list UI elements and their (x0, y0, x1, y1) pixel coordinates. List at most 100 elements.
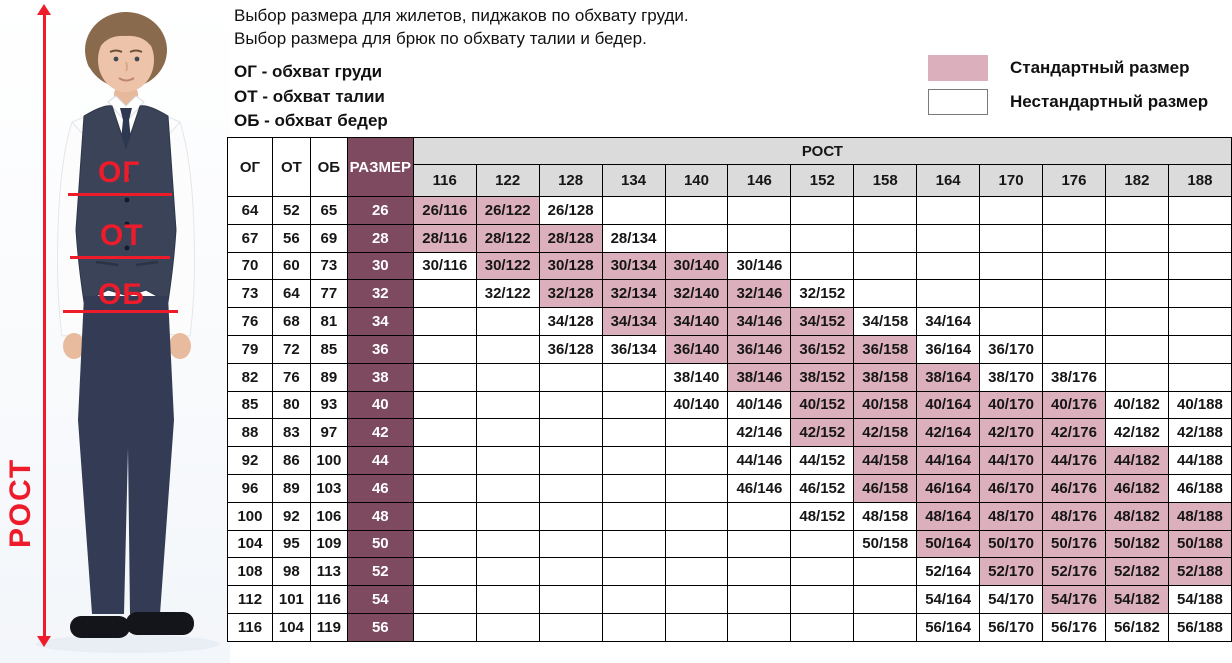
hips-value: 89 (309, 362, 348, 392)
size-cell-46-176: 46/176 (1042, 473, 1106, 503)
size-cell-50-182: 50/182 (1104, 529, 1169, 559)
empty-cell (1042, 251, 1106, 281)
chest-value: 100 (227, 501, 273, 531)
size-cell-44-164: 44/164 (916, 446, 981, 475)
empty-cell (916, 223, 981, 253)
size-value: 28 (346, 223, 414, 253)
empty-cell (790, 585, 855, 614)
chest-value: 92 (227, 446, 273, 475)
height-header-170: 170 (979, 164, 1044, 197)
empty-cell (412, 390, 477, 420)
empty-cell (412, 362, 477, 392)
empty-cell (727, 557, 792, 587)
empty-cell (853, 196, 918, 225)
empty-cell (916, 279, 981, 309)
size-cell-34-146: 34/146 (727, 307, 792, 336)
size-cell-40-176: 40/176 (1042, 390, 1106, 420)
size-cell-48-170: 48/170 (979, 501, 1044, 531)
empty-cell (538, 362, 603, 392)
nonstandard-size-swatch (928, 89, 988, 115)
waist-value: 95 (271, 529, 311, 559)
waist-label: ОТ (100, 219, 144, 252)
empty-cell (853, 612, 918, 642)
size-cell-34-152: 34/152 (790, 307, 855, 336)
size-cell-30-146: 30/146 (727, 251, 792, 281)
size-cell-48-188: 48/188 (1167, 501, 1232, 531)
hips-header: ОБ (309, 137, 348, 197)
hips-value: 119 (309, 612, 348, 642)
size-cell-32-140: 32/140 (664, 279, 729, 309)
size-cell-54-188: 54/188 (1167, 585, 1232, 614)
empty-cell (664, 501, 729, 531)
empty-cell (1042, 223, 1106, 253)
size-cell-46-188: 46/188 (1167, 473, 1232, 503)
chest-value: 112 (227, 585, 273, 614)
empty-cell (853, 585, 918, 614)
size-cell-50-188: 50/188 (1167, 529, 1232, 559)
size-cell-26-128: 26/128 (538, 196, 603, 225)
empty-cell (1167, 279, 1232, 309)
waist-value: 60 (271, 251, 311, 281)
size-row-50: 104 95 109 50 50/158 50/164 50/170 50/176 50/182… (227, 529, 1232, 559)
size-cell-52-170: 52/170 (979, 557, 1044, 587)
size-cell-44-188: 44/188 (1167, 446, 1232, 475)
size-cell-36-128: 36/128 (538, 334, 603, 364)
empty-cell (601, 529, 666, 559)
size-cell-34-128: 34/128 (538, 307, 603, 336)
size-cell-46-158: 46/158 (853, 473, 918, 503)
empty-cell (475, 473, 540, 503)
height-arrow-top (37, 4, 51, 15)
empty-cell (664, 223, 729, 253)
size-cell-52-176: 52/176 (1042, 557, 1106, 587)
size-cell-44-182: 44/182 (1104, 446, 1169, 475)
chest-value: 88 (227, 418, 273, 448)
empty-cell (538, 585, 603, 614)
waist-value: 98 (271, 557, 311, 587)
empty-cell (1104, 251, 1169, 281)
waist-value: 101 (271, 585, 311, 614)
size-cell-32-146: 32/146 (727, 279, 792, 309)
intro-text: Выбор размера для жилетов, пиджаков по о… (234, 4, 689, 50)
size-row-52: 108 98 113 52 52/164 52/170 52/176 52/182 52/188 (227, 557, 1232, 587)
size-row-42: 88 83 97 42 42/146 42/152 42/158 42/164 42/170 42… (227, 418, 1232, 448)
size-cell-32-134: 32/134 (601, 279, 666, 309)
empty-cell (1104, 223, 1169, 253)
size-row-32: 73 64 77 32 32/122 32/128 32/134 32/140 32/146 32… (227, 279, 1232, 309)
size-value: 52 (346, 557, 414, 587)
size-value: 34 (346, 307, 414, 336)
empty-cell (853, 557, 918, 587)
empty-cell (1104, 196, 1169, 225)
empty-cell (538, 473, 603, 503)
abbr-chest: ОГ - обхват груди (234, 62, 383, 81)
size-cell-44-176: 44/176 (1042, 446, 1106, 475)
hips-value: 65 (309, 196, 348, 225)
hips-value: 85 (309, 334, 348, 364)
empty-cell (1104, 334, 1169, 364)
size-cell-42-170: 42/170 (979, 418, 1044, 448)
size-value: 44 (346, 446, 414, 475)
empty-cell (1104, 279, 1169, 309)
empty-cell (853, 251, 918, 281)
size-cell-26-122: 26/122 (475, 196, 540, 225)
size-cell-50-170: 50/170 (979, 529, 1044, 559)
size-value: 42 (346, 418, 414, 448)
hips-value: 81 (309, 307, 348, 336)
height-header-152: 152 (790, 164, 855, 197)
size-value: 26 (346, 196, 414, 225)
abbr-waist: ОТ - обхват талии (234, 86, 385, 106)
hips-value: 113 (309, 557, 348, 587)
empty-cell (538, 501, 603, 531)
empty-cell (601, 585, 666, 614)
empty-cell (412, 529, 477, 559)
size-value: 32 (346, 279, 414, 309)
empty-cell (979, 307, 1044, 336)
empty-cell (601, 390, 666, 420)
empty-cell (1042, 279, 1106, 309)
model-photo: ОГ ОТ ОБ РОСТ (0, 0, 230, 663)
hips-label: ОБ (98, 278, 145, 311)
legend-standard-row: Стандартный размер (928, 55, 1228, 81)
size-cell-30-116: 30/116 (412, 251, 477, 281)
empty-cell (538, 418, 603, 448)
size-cell-30-134: 30/134 (601, 251, 666, 281)
